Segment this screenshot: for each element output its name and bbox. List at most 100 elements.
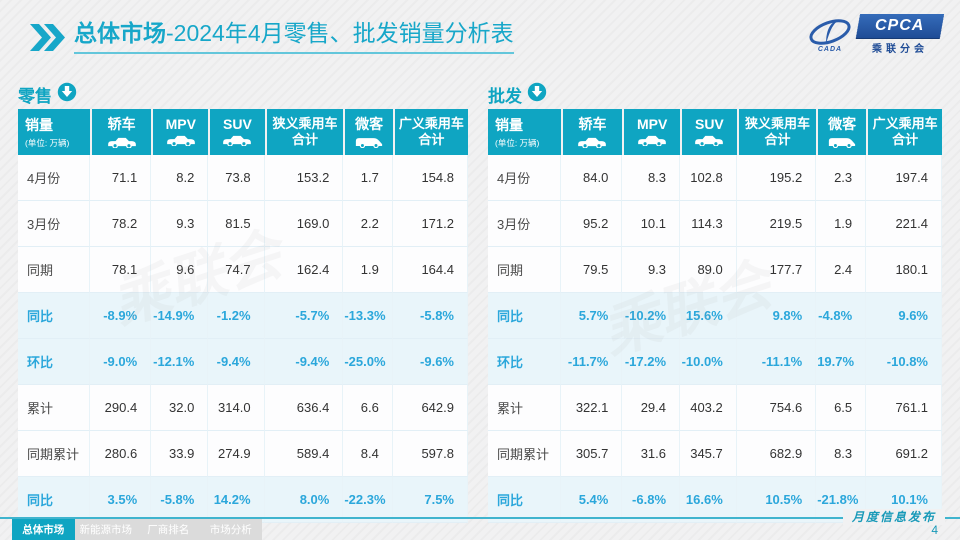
table-cell: -4.8%: [816, 293, 867, 339]
table-cell: 691.2: [866, 431, 942, 477]
col-header-microvan: 微客: [343, 109, 393, 155]
table-cell: 597.8: [392, 431, 468, 477]
mpv-icon: [166, 133, 196, 149]
table-cell: 8.2: [151, 155, 209, 201]
table-row: 同期累计 305.7 31.6 345.7 682.9 8.3 691.2: [488, 431, 942, 477]
row-label: 4月份: [18, 155, 90, 201]
table-cell: 1.9: [816, 201, 867, 247]
table-cell: 32.0: [151, 385, 209, 431]
col-label: 微客: [355, 115, 384, 132]
col-header-mpv: MPV: [151, 109, 209, 155]
cpca-chinese-label: 乘联分会: [872, 44, 928, 55]
table-cell: 221.4: [866, 201, 942, 247]
col-header-suv: SUV: [680, 109, 737, 155]
table-row: 同比 5.4% -6.8% 16.6% 10.5% -21.8% 10.1%: [488, 477, 942, 523]
table-cell: 73.8: [208, 155, 265, 201]
table-cell: 761.1: [866, 385, 942, 431]
table-cell: 33.9: [151, 431, 209, 477]
row-label: 同期: [488, 247, 561, 293]
retail-header-row: 销量 (单位: 万辆) 轿车 MPV SUV 狭义乘用车 合计: [18, 109, 468, 155]
wholesale-header-row: 销量 (单位: 万辆) 轿车 MPV SUV 狭义乘用车 合计: [488, 109, 942, 155]
table-cell: 280.6: [90, 431, 152, 477]
retail-panel: 乘联会 零售 销量 (单位: 万辆) 轿车 MPV: [18, 82, 468, 523]
table-cell: 322.1: [560, 385, 623, 431]
table-row: 3月份 95.2 10.1 114.3 219.5 1.9 221.4: [488, 201, 942, 247]
table-cell: -9.0%: [90, 339, 152, 385]
col-header-sedan: 轿车: [560, 109, 623, 155]
table-cell: 180.1: [866, 247, 942, 293]
col-header-sedan: 轿车: [90, 109, 152, 155]
col-header-sales: 销量 (单位: 万辆): [488, 109, 561, 155]
table-cell: 642.9: [392, 385, 468, 431]
col-label: 狭义乘用车: [744, 115, 810, 131]
row-label: 同比: [18, 477, 90, 523]
table-cell: 8.3: [622, 155, 681, 201]
table-cell: 74.7: [208, 247, 265, 293]
table-cell: 5.4%: [560, 477, 623, 523]
table-cell: 10.5%: [736, 477, 817, 523]
col-header-sales: 销量 (单位: 万辆): [18, 109, 90, 155]
table-cell: 197.4: [866, 155, 942, 201]
suv-icon: [222, 133, 252, 149]
tab-overall-market[interactable]: 总体市场: [12, 519, 75, 540]
table-cell: 8.0%: [264, 477, 344, 523]
col-header-unit-note: (单位: 万辆): [495, 138, 540, 148]
footer-divider-line: [0, 517, 960, 519]
row-label: 3月份: [18, 201, 90, 247]
cpca-logo: CADA CPCA 乘联分会: [806, 14, 945, 55]
tab-market-analysis[interactable]: 市场分析: [209, 524, 252, 536]
table-cell: 345.7: [680, 431, 737, 477]
col-header-unit-note: (单位: 万辆): [25, 138, 70, 148]
col-label: 合计: [291, 131, 318, 147]
page-number: 4: [931, 523, 938, 537]
table-cell: -6.8%: [622, 477, 681, 523]
table-cell: 6.6: [343, 385, 393, 431]
cpca-block: CPCA 乘联分会: [855, 14, 945, 55]
arrow-down-circle-icon: [57, 82, 77, 107]
table-row: 环比 -9.0% -12.1% -9.4% -9.4% -25.0% -9.6%: [18, 339, 468, 385]
col-label: 合计: [892, 131, 919, 147]
row-label: 环比: [488, 339, 561, 385]
col-label: 狭义乘用车: [272, 115, 338, 131]
col-header-suv: SUV: [208, 109, 265, 155]
table-cell: 314.0: [208, 385, 265, 431]
page-title-rest: -2024年4月零售、批发销量分析表: [166, 20, 514, 46]
table-row: 累计 290.4 32.0 314.0 636.4 6.6 642.9: [18, 385, 468, 431]
van-icon: [355, 135, 383, 151]
cada-swoosh-icon: CADA: [806, 16, 854, 53]
table-cell: 636.4: [264, 385, 344, 431]
table-cell: 154.8: [392, 155, 468, 201]
table-row: 同比 5.7% -10.2% 15.6% 9.8% -4.8% 9.6%: [488, 293, 942, 339]
table-cell: 9.6%: [866, 293, 942, 339]
tab-nev-market[interactable]: 新能源市场: [79, 524, 133, 536]
table-cell: 9.3: [622, 247, 681, 293]
col-label: 合计: [764, 131, 791, 147]
table-cell: 81.5: [208, 201, 265, 247]
table-cell: 9.3: [151, 201, 209, 247]
col-header-sales-title: 销量: [495, 117, 523, 133]
table-cell: 7.5%: [392, 477, 468, 523]
table-cell: 754.6: [736, 385, 817, 431]
table-cell: 2.4: [816, 247, 867, 293]
col-header-mpv: MPV: [622, 109, 681, 155]
table-cell: -13.3%: [343, 293, 393, 339]
arrow-down-circle-icon: [527, 82, 547, 107]
van-icon: [828, 135, 856, 151]
table-cell: 290.4: [90, 385, 152, 431]
col-header-sales-title: 销量: [25, 117, 53, 133]
table-cell: 84.0: [560, 155, 623, 201]
table-cell: 6.5: [816, 385, 867, 431]
row-label: 同期累计: [488, 431, 561, 477]
col-label: SUV: [694, 115, 724, 132]
table-row: 同期 78.1 9.6 74.7 162.4 1.9 164.4: [18, 247, 468, 293]
table-cell: 9.8%: [736, 293, 817, 339]
row-label: 4月份: [488, 155, 561, 201]
table-row: 累计 322.1 29.4 403.2 754.6 6.5 761.1: [488, 385, 942, 431]
col-header-narrow-pv: 狭义乘用车 合计: [736, 109, 817, 155]
col-label: 合计: [418, 131, 445, 147]
cpca-label: CPCA: [875, 17, 925, 34]
tab-oem-ranking[interactable]: 厂商排名: [147, 524, 190, 536]
table-cell: 195.2: [736, 155, 817, 201]
row-label: 同比: [488, 477, 561, 523]
table-cell: 78.1: [90, 247, 152, 293]
